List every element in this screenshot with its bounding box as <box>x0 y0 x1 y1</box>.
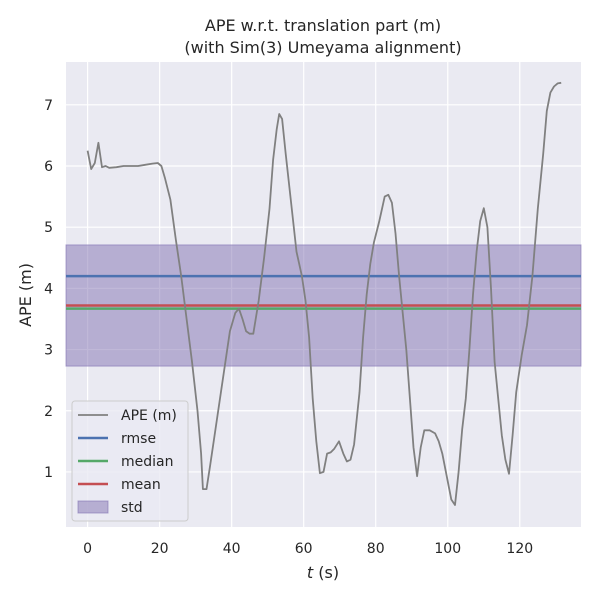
ape-series-line <box>86 81 562 506</box>
y-axis-label: APE (m) <box>16 263 35 327</box>
y-tick-label: 3 <box>44 343 53 359</box>
legend-rmse-label: rmse <box>121 431 156 447</box>
y-tick-label: 4 <box>44 281 53 297</box>
x-axis-label-unit: (s) <box>318 563 339 582</box>
x-tick-labels: 0 20 40 60 80 100 120 <box>83 541 533 557</box>
x-tick-label: 80 <box>367 541 385 557</box>
chart-title-line1: APE w.r.t. translation part (m) <box>205 16 441 35</box>
x-tick-label: 40 <box>223 541 241 557</box>
chart-title-line2: (with Sim(3) Umeyama alignment) <box>184 38 461 57</box>
x-tick-label: 0 <box>83 541 92 557</box>
y-tick-label: 2 <box>44 404 53 420</box>
x-tick-label: 120 <box>506 541 533 557</box>
x-tick-label: 20 <box>151 541 169 557</box>
stat-lines-layer <box>66 274 581 310</box>
series-layer <box>86 81 562 506</box>
legend-median-label: median <box>121 454 173 470</box>
x-axis-label-var: t <box>307 563 314 582</box>
y-tick-label: 6 <box>44 159 53 175</box>
y-tick-label: 7 <box>44 98 53 114</box>
legend-mean-label: mean <box>121 477 161 493</box>
x-tick-label: 100 <box>434 541 461 557</box>
legend: APE (m) rmse median mean std <box>71 400 189 522</box>
legend-std-swatch <box>77 500 109 514</box>
y-tick-label: 1 <box>44 465 53 481</box>
legend-std-label: std <box>121 500 143 516</box>
y-tick-labels: 1 2 3 4 5 6 7 <box>44 98 53 481</box>
legend-box <box>71 400 189 522</box>
x-axis-label: t (s) <box>307 563 339 582</box>
legend-ape-label: APE (m) <box>121 408 177 424</box>
x-tick-label: 60 <box>295 541 313 557</box>
y-tick-label: 5 <box>44 220 53 236</box>
